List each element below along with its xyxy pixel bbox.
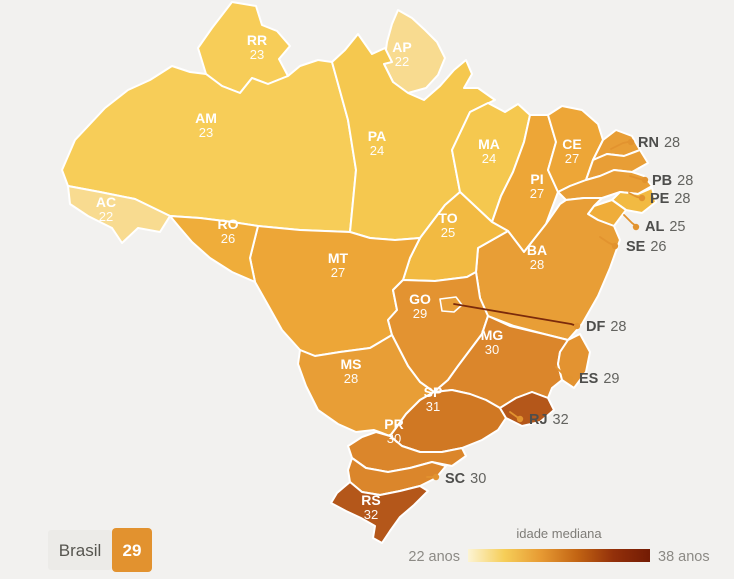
- state-value-go: 29: [413, 306, 427, 321]
- state-shape-df[interactable]: [439, 296, 463, 313]
- state-abbr-to: TO: [438, 210, 457, 226]
- state-abbr-rs: RS: [361, 492, 380, 508]
- state-value-ap: 22: [395, 54, 409, 69]
- brasil-chip-label-bg: [48, 530, 112, 570]
- state-abbr-ma: MA: [478, 136, 500, 152]
- callout-label-pe: PE 28: [650, 191, 690, 207]
- legend-max-label: 38 anos: [658, 549, 710, 565]
- leader-dot-rj: [516, 415, 524, 423]
- brasil-label: Brasil: [59, 541, 102, 560]
- leader-dot-pb: [641, 176, 649, 184]
- brasil-value: 29: [123, 541, 142, 560]
- state-shape-ac[interactable]: [67, 185, 171, 244]
- state-value-am: 23: [199, 125, 213, 140]
- state-abbr-ro: RO: [218, 216, 239, 232]
- state-value-ma: 24: [482, 151, 496, 166]
- state-shape-ap[interactable]: [383, 9, 446, 94]
- state-abbr-pa: PA: [368, 128, 386, 144]
- state-abbr-am: AM: [195, 110, 217, 126]
- callout-label-al: AL 25: [645, 219, 685, 235]
- callout-label-rn: RN 28: [638, 135, 680, 151]
- legend-title: idade mediana: [516, 526, 602, 541]
- brasil-chip-value-bg: [112, 528, 152, 572]
- state-value-ba: 28: [530, 257, 544, 272]
- legend-min-label: 22 anos: [408, 549, 460, 565]
- leader-dot-df: [573, 322, 581, 330]
- state-abbr-sp: SP: [424, 384, 443, 400]
- state-abbr-mt: MT: [328, 250, 349, 266]
- leader-dot-rn: [627, 138, 635, 146]
- state-shape-rs[interactable]: [330, 481, 429, 544]
- callout-label-rj: RJ 32: [529, 412, 569, 428]
- state-value-sp: 31: [426, 399, 440, 414]
- state-abbr-ap: AP: [392, 39, 411, 55]
- callout-label-se: SE 26: [626, 239, 666, 255]
- state-shape-ba[interactable]: [475, 197, 621, 341]
- state-abbr-rr: RR: [247, 32, 267, 48]
- state-value-mg: 30: [485, 342, 499, 357]
- state-value-rs: 32: [364, 507, 378, 522]
- state-value-pa: 24: [370, 143, 384, 158]
- state-value-pi: 27: [530, 186, 544, 201]
- state-abbr-go: GO: [409, 291, 431, 307]
- state-abbr-ms: MS: [341, 356, 362, 372]
- states-layer: [61, 1, 657, 544]
- state-value-ro: 26: [221, 231, 235, 246]
- state-value-to: 25: [441, 225, 455, 240]
- legend-gradient-bar: [468, 549, 650, 562]
- leader-dot-al: [632, 223, 640, 231]
- state-abbr-ce: CE: [562, 136, 581, 152]
- map-legend: idade mediana 22 anos 38 anos: [408, 526, 709, 565]
- state-value-ce: 27: [565, 151, 579, 166]
- state-value-pr: 30: [387, 431, 401, 446]
- brasil-chip[interactable]: Brasil 29: [48, 528, 152, 572]
- state-shape-es[interactable]: [557, 333, 591, 389]
- leader-dot-es: [566, 375, 574, 383]
- callout-label-df: DF 28: [586, 319, 626, 335]
- state-value-rr: 23: [250, 47, 264, 62]
- callout-label-pb: PB 28: [652, 173, 693, 189]
- callout-label-es: ES 29: [579, 371, 619, 387]
- leader-dot-sc: [432, 473, 440, 481]
- state-abbr-pi: PI: [530, 171, 543, 187]
- callout-label-sc: SC 30: [445, 471, 486, 487]
- state-abbr-ba: BA: [527, 242, 547, 258]
- state-shape-rj[interactable]: [499, 391, 555, 427]
- leader-dot-pe: [638, 194, 646, 202]
- state-value-mt: 27: [331, 265, 345, 280]
- state-shape-ro[interactable]: [169, 215, 259, 283]
- state-abbr-pr: PR: [384, 416, 403, 432]
- state-abbr-ac: AC: [96, 194, 116, 210]
- state-value-ms: 28: [344, 371, 358, 386]
- state-abbr-mg: MG: [481, 327, 504, 343]
- state-value-ac: 22: [99, 209, 113, 224]
- leader-dot-se: [611, 242, 619, 250]
